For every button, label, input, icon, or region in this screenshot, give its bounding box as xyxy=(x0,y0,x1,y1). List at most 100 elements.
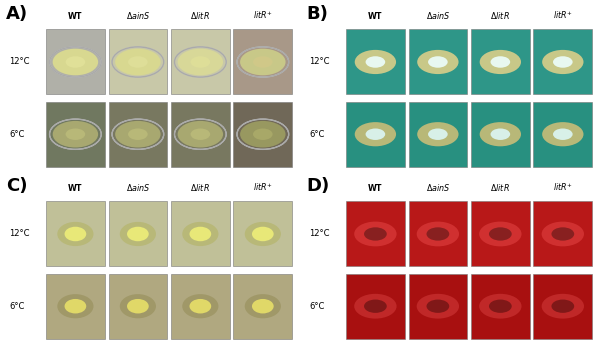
Text: WT: WT xyxy=(368,184,383,193)
Ellipse shape xyxy=(182,294,218,318)
Circle shape xyxy=(364,299,387,313)
Text: $\mathit{litR^{+}}$: $\mathit{litR^{+}}$ xyxy=(253,9,273,21)
Text: $\mathit{\Delta}$$\mathit{ainS}$: $\mathit{\Delta}$$\mathit{ainS}$ xyxy=(425,182,450,193)
Circle shape xyxy=(416,221,459,246)
Circle shape xyxy=(542,122,583,146)
FancyBboxPatch shape xyxy=(346,102,405,167)
Circle shape xyxy=(542,221,584,246)
FancyBboxPatch shape xyxy=(171,102,230,167)
FancyBboxPatch shape xyxy=(109,102,167,167)
FancyBboxPatch shape xyxy=(471,201,530,266)
FancyBboxPatch shape xyxy=(346,201,405,266)
FancyBboxPatch shape xyxy=(46,102,105,167)
Circle shape xyxy=(240,49,286,75)
Ellipse shape xyxy=(190,227,211,241)
FancyBboxPatch shape xyxy=(109,274,167,339)
FancyBboxPatch shape xyxy=(471,274,530,339)
Text: WT: WT xyxy=(368,12,383,21)
FancyBboxPatch shape xyxy=(533,102,592,167)
FancyBboxPatch shape xyxy=(409,201,467,266)
Text: 6°C: 6°C xyxy=(9,302,24,311)
FancyBboxPatch shape xyxy=(171,29,230,94)
Text: A): A) xyxy=(6,5,28,23)
Circle shape xyxy=(178,49,223,75)
FancyBboxPatch shape xyxy=(533,29,592,94)
Circle shape xyxy=(128,56,148,68)
Circle shape xyxy=(253,56,272,68)
Circle shape xyxy=(178,121,223,147)
Ellipse shape xyxy=(127,227,149,241)
Circle shape xyxy=(551,299,574,313)
Text: B): B) xyxy=(306,5,328,23)
Circle shape xyxy=(491,128,510,140)
Circle shape xyxy=(417,50,458,74)
Circle shape xyxy=(479,50,521,74)
Circle shape xyxy=(191,56,210,68)
Circle shape xyxy=(53,49,98,75)
Circle shape xyxy=(416,294,459,319)
Circle shape xyxy=(253,128,272,140)
Circle shape xyxy=(553,128,572,140)
Circle shape xyxy=(417,122,458,146)
Circle shape xyxy=(542,294,584,319)
Circle shape xyxy=(355,50,396,74)
Circle shape xyxy=(65,128,85,140)
FancyBboxPatch shape xyxy=(346,274,405,339)
Ellipse shape xyxy=(245,222,281,246)
Circle shape xyxy=(53,121,98,147)
Text: $\mathit{\Delta}$$\mathit{ainS}$: $\mathit{\Delta}$$\mathit{ainS}$ xyxy=(425,10,450,21)
Text: $\mathit{litR^{+}}$: $\mathit{litR^{+}}$ xyxy=(553,181,573,193)
Text: $\mathit{\Delta}$$\mathit{litR}$: $\mathit{\Delta}$$\mathit{litR}$ xyxy=(190,10,210,21)
Circle shape xyxy=(175,47,226,77)
FancyBboxPatch shape xyxy=(409,274,467,339)
FancyBboxPatch shape xyxy=(46,201,105,266)
Text: $\mathit{\Delta}$$\mathit{litR}$: $\mathit{\Delta}$$\mathit{litR}$ xyxy=(490,182,510,193)
Circle shape xyxy=(551,227,574,241)
Circle shape xyxy=(479,122,521,146)
Text: 12°C: 12°C xyxy=(9,230,29,238)
Text: 12°C: 12°C xyxy=(9,58,29,66)
FancyBboxPatch shape xyxy=(46,29,105,94)
Ellipse shape xyxy=(252,299,274,313)
Ellipse shape xyxy=(120,294,156,318)
Circle shape xyxy=(112,47,164,77)
Text: C): C) xyxy=(6,177,28,195)
FancyBboxPatch shape xyxy=(109,29,167,94)
Circle shape xyxy=(542,50,583,74)
Text: 6°C: 6°C xyxy=(309,130,324,139)
Circle shape xyxy=(428,56,448,68)
Circle shape xyxy=(427,299,449,313)
Circle shape xyxy=(553,56,572,68)
Text: $\mathit{\Delta}$$\mathit{ainS}$: $\mathit{\Delta}$$\mathit{ainS}$ xyxy=(125,182,150,193)
Circle shape xyxy=(489,227,512,241)
FancyBboxPatch shape xyxy=(171,274,230,339)
Ellipse shape xyxy=(120,222,156,246)
FancyBboxPatch shape xyxy=(233,102,292,167)
Ellipse shape xyxy=(65,299,86,313)
Text: 6°C: 6°C xyxy=(309,302,324,311)
Circle shape xyxy=(112,119,164,149)
Circle shape xyxy=(175,119,226,149)
FancyBboxPatch shape xyxy=(409,102,467,167)
Circle shape xyxy=(191,128,210,140)
FancyBboxPatch shape xyxy=(346,29,405,94)
FancyBboxPatch shape xyxy=(233,201,292,266)
Text: 12°C: 12°C xyxy=(309,230,329,238)
Ellipse shape xyxy=(127,299,149,313)
Ellipse shape xyxy=(58,222,94,246)
Circle shape xyxy=(240,121,286,147)
Circle shape xyxy=(50,47,101,77)
Circle shape xyxy=(50,119,101,149)
Circle shape xyxy=(491,56,510,68)
Text: WT: WT xyxy=(68,184,83,193)
Text: $\mathit{litR^{+}}$: $\mathit{litR^{+}}$ xyxy=(253,181,273,193)
Ellipse shape xyxy=(58,294,94,318)
Ellipse shape xyxy=(190,299,211,313)
FancyBboxPatch shape xyxy=(471,29,530,94)
Circle shape xyxy=(364,227,387,241)
FancyBboxPatch shape xyxy=(533,201,592,266)
Text: 12°C: 12°C xyxy=(309,58,329,66)
Text: $\mathit{\Delta}$$\mathit{litR}$: $\mathit{\Delta}$$\mathit{litR}$ xyxy=(490,10,510,21)
FancyBboxPatch shape xyxy=(233,274,292,339)
Circle shape xyxy=(489,299,512,313)
